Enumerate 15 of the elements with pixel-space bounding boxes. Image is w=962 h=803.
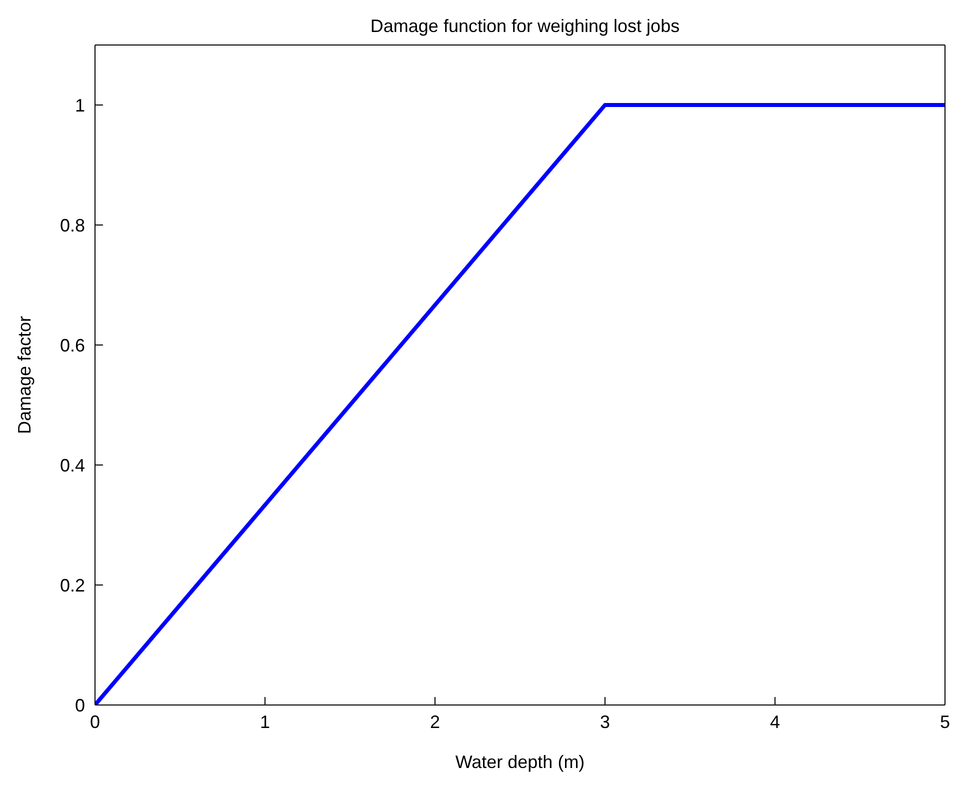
y-tick-label: 0 [74,695,85,716]
x-tick-label: 5 [940,712,950,732]
x-tick-label: 3 [600,712,610,732]
y-tick-label: 0.2 [60,575,85,596]
x-tick-label: 2 [430,712,440,732]
y-tick-label: 1 [74,95,85,116]
x-tick-label: 1 [260,712,270,732]
x-tick-label: 4 [770,712,780,732]
x-axis-title: Water depth (m) [455,752,585,772]
chart-title: Damage function for weighing lost jobs [369,16,681,37]
y-axis-title: Damage factor [14,316,34,434]
x-tick-label: 0 [90,712,100,732]
y-tick-label: 0.8 [60,215,85,236]
y-tick-label: 0.6 [60,335,85,356]
y-tick-label: 0.4 [60,455,85,476]
